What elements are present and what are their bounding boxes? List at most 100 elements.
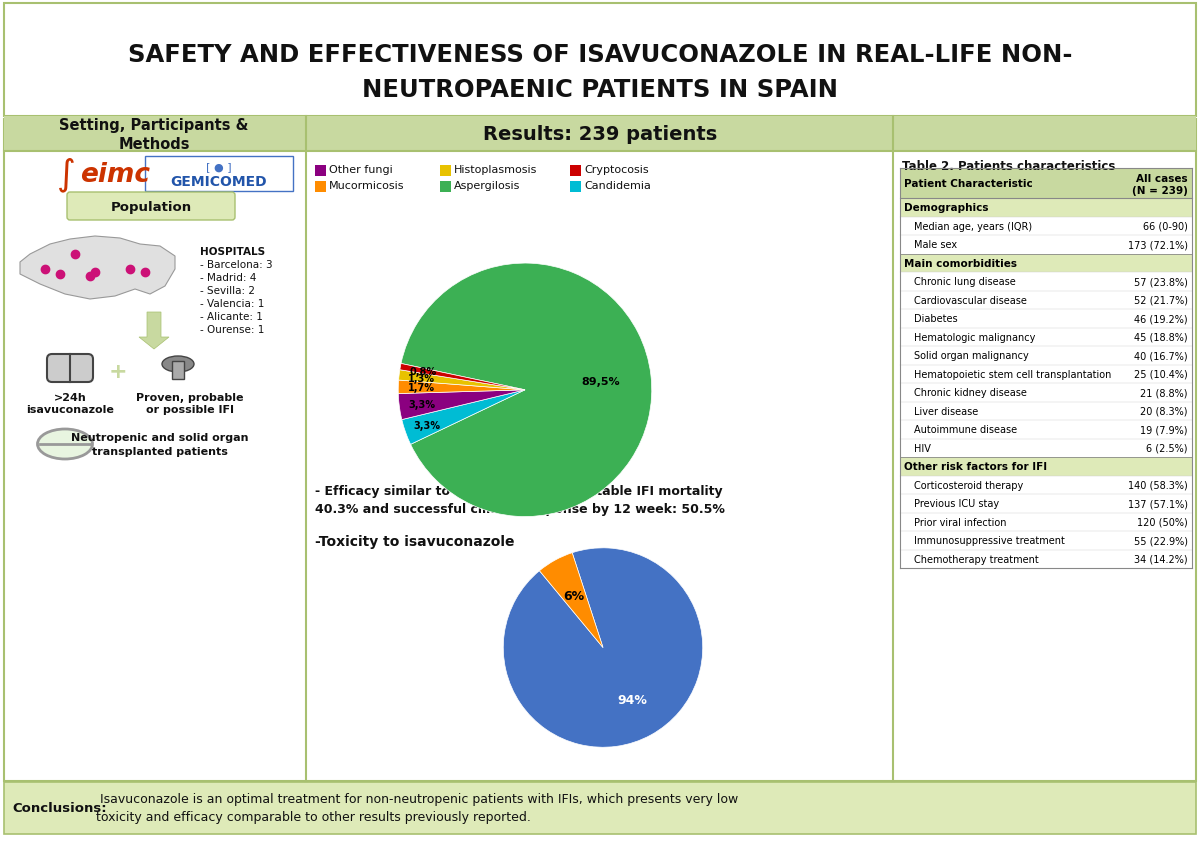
Text: Corticosteroid therapy: Corticosteroid therapy: [914, 480, 1024, 490]
Text: Median age, years (IQR): Median age, years (IQR): [914, 221, 1032, 231]
Text: Main comorbidities: Main comorbidities: [904, 258, 1018, 268]
Text: Immunosuppressive treatment: Immunosuppressive treatment: [914, 536, 1064, 545]
Wedge shape: [398, 390, 526, 420]
Text: 20 (8.3%): 20 (8.3%): [1140, 406, 1188, 416]
Bar: [314, 181, 326, 192]
Bar: [900, 199, 1192, 217]
Text: 137 (57.1%): 137 (57.1%): [1128, 499, 1188, 509]
Text: Mucormicosis: Mucormicosis: [329, 181, 404, 191]
Bar: [172, 361, 184, 380]
Bar: [4, 120, 1196, 781]
Text: 1,3%: 1,3%: [408, 373, 436, 383]
Text: Prior viral infection: Prior viral infection: [914, 517, 1007, 528]
Text: Results: 239 patients: Results: 239 patients: [482, 126, 718, 144]
Text: Chemotherapy treatment: Chemotherapy treatment: [914, 555, 1039, 564]
Bar: [900, 457, 1192, 476]
Bar: [570, 165, 581, 176]
Polygon shape: [20, 236, 175, 300]
Text: 40.3% and successful clinical response by 12 week: 50.5%: 40.3% and successful clinical response b…: [314, 502, 725, 516]
Text: 94%: 94%: [617, 694, 647, 706]
Text: 0,8%: 0,8%: [409, 366, 437, 376]
Bar: [4, 4, 1196, 116]
FancyBboxPatch shape: [47, 354, 94, 382]
Text: Setting, Participants &
Methods: Setting, Participants & Methods: [59, 118, 248, 152]
Text: 19 (7.9%): 19 (7.9%): [1140, 425, 1188, 435]
Text: GEMICOMED: GEMICOMED: [170, 175, 268, 189]
Bar: [900, 254, 1192, 273]
Text: Male sex: Male sex: [914, 240, 958, 250]
Text: Population: Population: [110, 200, 192, 214]
Text: 57 (23.8%): 57 (23.8%): [1134, 277, 1188, 287]
Bar: [306, 116, 893, 152]
Text: - Madrid: 4: - Madrid: 4: [200, 273, 257, 283]
Text: Demographics: Demographics: [904, 203, 989, 213]
Text: Hematopoietic stem cell transplantation: Hematopoietic stem cell transplantation: [914, 370, 1111, 379]
Text: HIV: HIV: [914, 443, 931, 453]
Wedge shape: [398, 371, 526, 390]
Bar: [440, 165, 451, 176]
Text: 66 (0-90): 66 (0-90): [1144, 221, 1188, 231]
Text: - Sevilla: 2: - Sevilla: 2: [200, 285, 256, 295]
Text: (N = 239): (N = 239): [1132, 186, 1188, 196]
Text: SAFETY AND EFFECTIVENESS OF ISAVUCONAZOLE IN REAL-LIFE NON-: SAFETY AND EFFECTIVENESS OF ISAVUCONAZOL…: [127, 43, 1073, 67]
Text: - Efficacy similar to other series: attributable IFI mortality: - Efficacy similar to other series: attr…: [314, 484, 722, 497]
Text: Neutropenic and solid organ
transplanted patients: Neutropenic and solid organ transplanted…: [71, 433, 248, 456]
Bar: [314, 165, 326, 176]
FancyArrow shape: [139, 312, 169, 349]
Text: Candidemia: Candidemia: [584, 181, 650, 191]
Text: 25 (10.4%): 25 (10.4%): [1134, 370, 1188, 379]
Text: 6 (2.5%): 6 (2.5%): [1146, 443, 1188, 453]
Text: 55 (22.9%): 55 (22.9%): [1134, 536, 1188, 545]
Bar: [640, 653, 653, 666]
Wedge shape: [401, 264, 652, 517]
Text: - Valencia: 1: - Valencia: 1: [200, 299, 264, 309]
Text: Proven, probable
or possible IFI: Proven, probable or possible IFI: [137, 392, 244, 415]
Text: ∫: ∫: [58, 158, 76, 192]
Text: 120 (50%): 120 (50%): [1138, 517, 1188, 528]
Text: 21 (8.8%): 21 (8.8%): [1140, 387, 1188, 398]
Text: - Alicante: 1: - Alicante: 1: [200, 311, 263, 322]
Text: Conclusions:: Conclusions:: [12, 802, 107, 814]
Text: 89,5%: 89,5%: [581, 376, 620, 387]
Text: -Toxicity to isavuconazole: -Toxicity to isavuconazole: [314, 534, 515, 549]
Text: 3,3%: 3,3%: [414, 420, 440, 430]
Text: Histoplasmosis: Histoplasmosis: [454, 165, 538, 175]
Bar: [145, 157, 293, 192]
Bar: [4, 782, 1196, 834]
Text: 46 (19.2%): 46 (19.2%): [1134, 314, 1188, 324]
Bar: [893, 116, 1196, 152]
Text: Liver disease: Liver disease: [914, 406, 978, 416]
Text: Yes: Yes: [658, 654, 677, 667]
Text: All cases: All cases: [1136, 174, 1188, 184]
Text: Diabetes: Diabetes: [914, 314, 958, 324]
Text: Other risk factors for IFI: Other risk factors for IFI: [904, 462, 1048, 472]
Wedge shape: [402, 390, 526, 445]
Text: Table 2. Patients characteristics: Table 2. Patients characteristics: [902, 160, 1115, 173]
Text: Hematologic malignancy: Hematologic malignancy: [914, 333, 1036, 343]
Bar: [4, 116, 306, 152]
Bar: [440, 181, 451, 192]
Text: Chronic lung disease: Chronic lung disease: [914, 277, 1015, 287]
Text: Chronic kidney disease: Chronic kidney disease: [914, 387, 1027, 398]
Bar: [900, 169, 1192, 199]
Text: >24h
isavuconazole: >24h isavuconazole: [26, 392, 114, 415]
Text: 45 (18.8%): 45 (18.8%): [1134, 333, 1188, 343]
Text: - Barcelona: 3: - Barcelona: 3: [200, 260, 272, 270]
Text: 140 (58.3%): 140 (58.3%): [1128, 480, 1188, 490]
Text: 52 (21.7%): 52 (21.7%): [1134, 295, 1188, 306]
Text: [ ● ]: [ ● ]: [206, 162, 232, 172]
FancyBboxPatch shape: [67, 192, 235, 221]
Wedge shape: [400, 364, 526, 390]
Wedge shape: [540, 553, 604, 648]
Text: 34 (14.2%): 34 (14.2%): [1134, 555, 1188, 564]
Text: 173 (72.1%): 173 (72.1%): [1128, 240, 1188, 250]
Text: Autoimmune disease: Autoimmune disease: [914, 425, 1018, 435]
Text: +: +: [109, 361, 127, 381]
Text: - Ourense: 1: - Ourense: 1: [200, 325, 264, 334]
Text: Other fungi: Other fungi: [329, 165, 392, 175]
Ellipse shape: [162, 356, 194, 372]
Wedge shape: [398, 381, 526, 394]
Text: 3,3%: 3,3%: [408, 399, 436, 409]
Wedge shape: [503, 549, 703, 747]
Text: Cardiovascular disease: Cardiovascular disease: [914, 295, 1027, 306]
